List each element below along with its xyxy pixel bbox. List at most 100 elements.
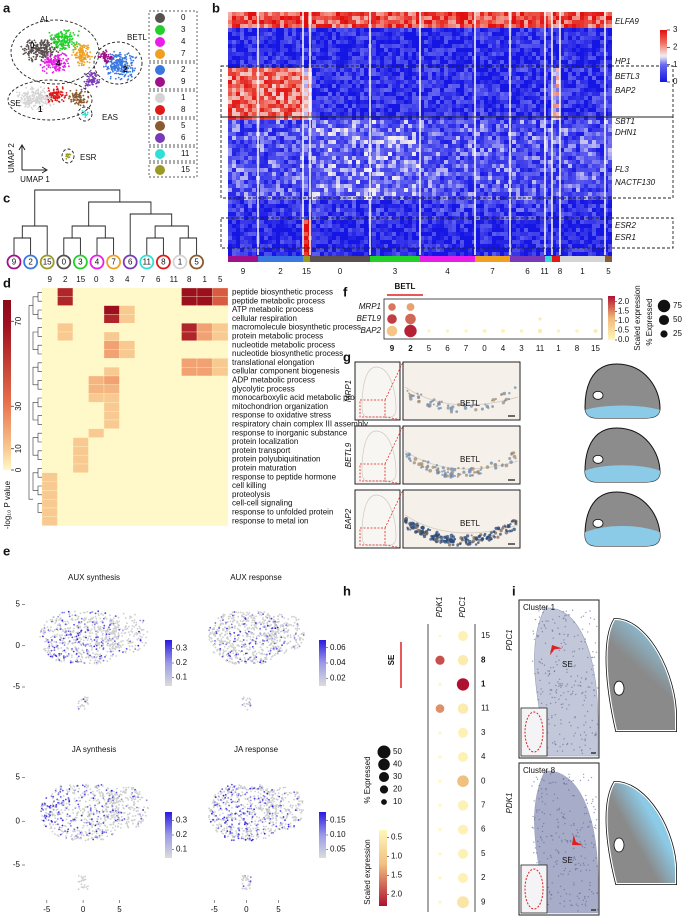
heatmap-cell [244,72,248,76]
heatmap-cell [272,208,276,212]
cell-dot [26,97,29,100]
heatmap-cell [312,52,316,56]
heatmap-cell [288,28,292,32]
heatmap-cell [392,40,396,44]
heatmap-cell [424,156,428,160]
heatmap-cell [276,180,280,184]
heatmap-cell [324,48,328,52]
cell-dot [35,58,38,60]
heatmap-cell [408,140,412,144]
heatmap-cell [380,12,384,16]
heatmap-cell [312,140,316,144]
heatmap-cell [432,24,436,28]
heatmap-cell [228,200,232,204]
heatmap-cell [296,36,300,40]
heatmap-cell [384,16,388,20]
heatmap-cell [244,16,248,20]
heatmap-cell [388,176,392,180]
heatmap-cell [384,112,388,116]
cell-dot [63,48,66,51]
legend-box [148,10,198,62]
heatmap-cell [428,124,432,128]
heatmap-cell [448,228,452,232]
heatmap-cell [288,228,292,232]
heatmap-cell [428,192,432,196]
heatmap-cell [396,200,400,204]
heatmap-cell [396,236,400,240]
cell-dot [39,91,42,93]
heatmap-cell [428,188,432,192]
heatmap-cell [304,252,308,256]
heatmap-cell [296,100,300,104]
heatmap-cell [364,240,368,244]
heatmap-cell [264,204,268,208]
cell-dot [77,102,79,105]
heatmap-cell [448,48,452,52]
cell-dot [56,35,59,38]
heatmap-cell [332,228,336,232]
heatmap-cell [436,52,440,56]
heatmap-cell [248,152,252,156]
heatmap-cell [296,212,300,216]
heatmap-cell [428,140,432,144]
heatmap-cell [416,180,420,184]
cell-dot [91,78,93,81]
heatmap-cell [404,24,408,28]
heatmap-cell [240,188,244,192]
heatmap-cell [236,228,240,232]
heatmap-cell [336,232,340,236]
heatmap-cell [324,164,328,168]
heatmap-cell [324,144,328,148]
heatmap-cell [412,88,416,92]
heatmap-cell [320,188,324,192]
heatmap-cell [300,116,304,120]
heatmap-cell [272,120,276,124]
heatmap-cell [344,92,348,96]
cell-dot [74,48,77,51]
cell-dot [120,70,123,73]
heatmap-cell [304,12,308,16]
cell-dot [35,101,37,104]
heatmap-cell [412,156,416,160]
heatmap-cell [240,144,244,148]
heatmap-cell [448,108,452,112]
heatmap-cell [228,116,232,120]
heatmap-cell [348,240,352,244]
heatmap-cell [420,156,424,160]
heatmap-cell [360,88,364,92]
heatmap-cell [352,160,356,164]
heatmap-cell [284,144,288,148]
heatmap-cell [416,80,420,84]
heatmap-cell [424,60,428,64]
cell-dot [82,113,84,116]
heatmap-cell [252,32,256,36]
heatmap-cell [376,56,380,60]
heatmap-cell [320,12,324,16]
cell-dot [80,64,83,67]
heatmap-cell [396,156,400,160]
heatmap-cell [336,160,340,164]
heatmap-cell [316,12,320,16]
heatmap-cell [420,152,424,156]
region-outline [10,19,100,85]
cell-dot [121,73,124,76]
heatmap-cell [320,140,324,144]
heatmap-cell [364,212,368,216]
heatmap-cell [228,192,232,196]
legend-label: 0 [181,13,186,22]
heatmap-cell [344,36,348,40]
heatmap-cell [340,128,344,132]
heatmap-cell [280,76,284,80]
heatmap-cell [356,148,360,152]
heatmap-cell [288,108,292,112]
heatmap-cell [408,240,412,244]
heatmap-cell [340,180,344,184]
heatmap-cell [228,76,232,80]
heatmap-cell [412,128,416,132]
heatmap-cell [340,76,344,80]
cell-dot [46,49,48,52]
cell-dot [86,100,89,103]
heatmap-cell [412,180,416,184]
heatmap-cell [304,20,308,24]
cell-dot [68,97,70,100]
